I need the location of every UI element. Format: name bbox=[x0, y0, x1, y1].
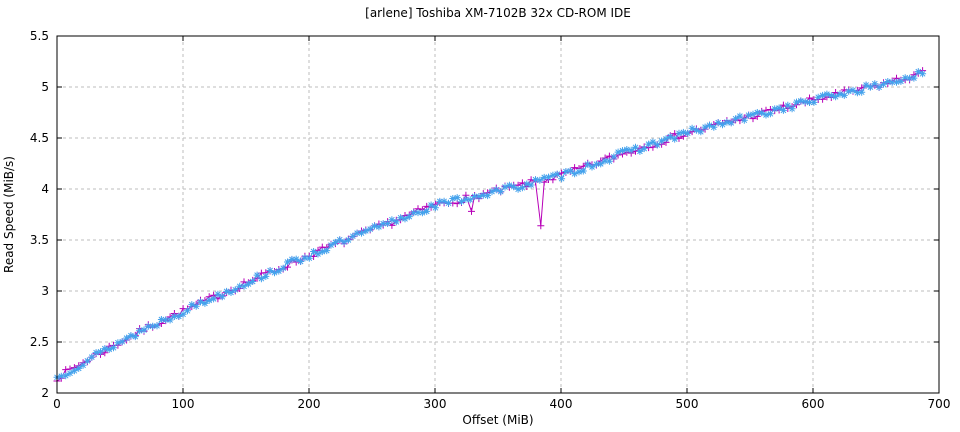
y-tick-label: 2 bbox=[41, 386, 49, 400]
y-tick-label: 5.5 bbox=[30, 29, 49, 43]
x-axis-label: Offset (MiB) bbox=[462, 413, 533, 427]
x-tick-label: 300 bbox=[424, 397, 447, 411]
axis-ticks bbox=[56, 35, 940, 394]
x-tick-label: 600 bbox=[802, 397, 825, 411]
x-tick-label: 0 bbox=[53, 397, 61, 411]
x-tick-label: 700 bbox=[928, 397, 951, 411]
grid bbox=[57, 36, 939, 393]
y-tick-label: 3 bbox=[41, 284, 49, 298]
x-tick-label: 100 bbox=[172, 397, 195, 411]
x-tick-label: 400 bbox=[550, 397, 573, 411]
x-tick-label: 500 bbox=[676, 397, 699, 411]
chart-title: [arlene] Toshiba XM-7102B 32x CD-ROM IDE bbox=[365, 6, 631, 20]
y-tick-label: 2.5 bbox=[30, 335, 49, 349]
y-tick-label: 4 bbox=[41, 182, 49, 196]
y-axis-label: Read Speed (MiB/s) bbox=[2, 156, 16, 273]
x-tick-label: 200 bbox=[298, 397, 321, 411]
y-tick-label: 3.5 bbox=[30, 233, 49, 247]
plot-border bbox=[56, 35, 940, 394]
y-tick-label: 4.5 bbox=[30, 131, 49, 145]
y-tick-label: 5 bbox=[41, 80, 49, 94]
